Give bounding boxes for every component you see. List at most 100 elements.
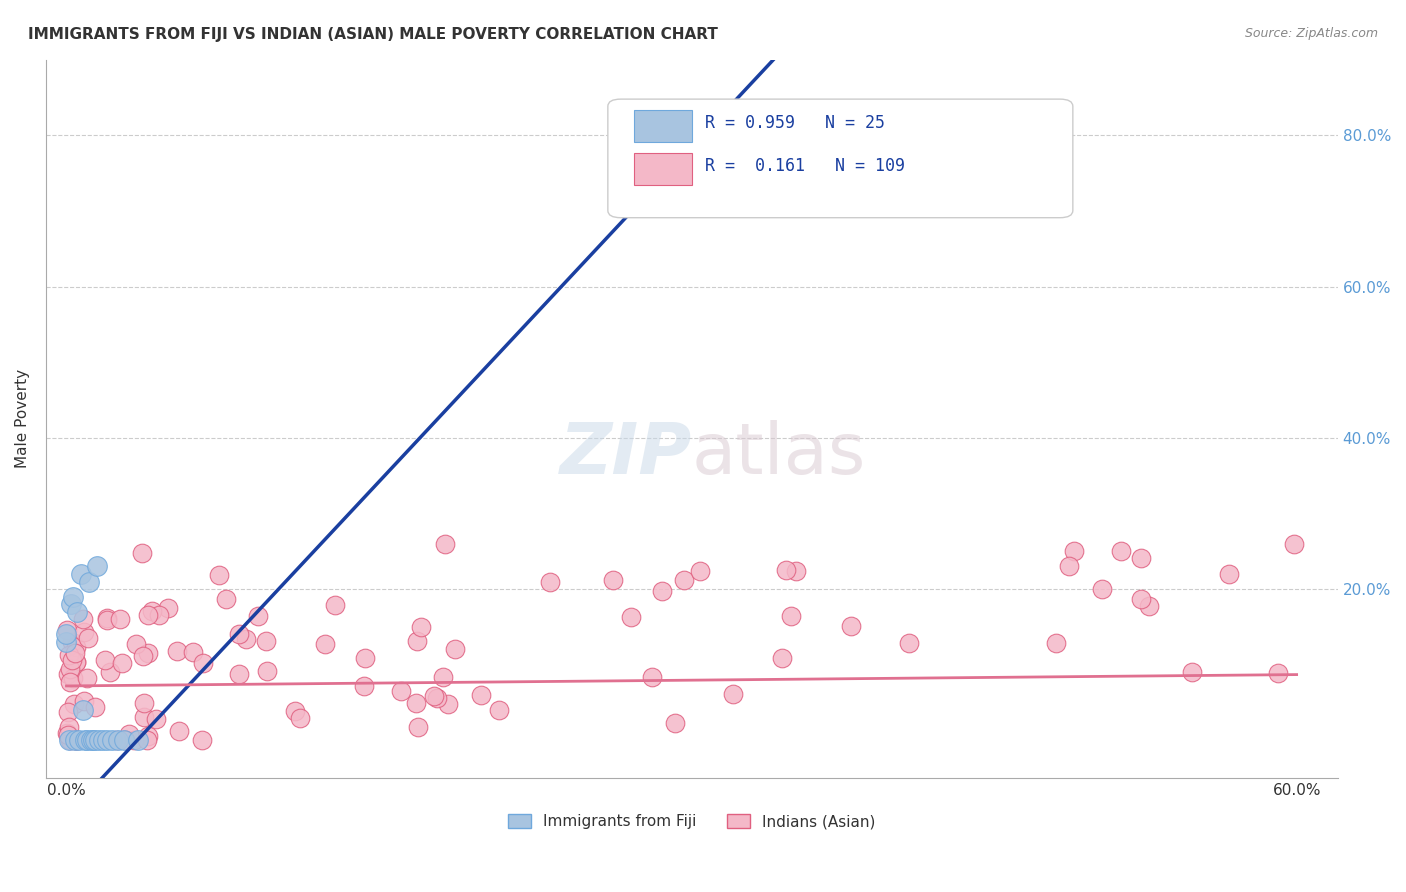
Indians (Asian) bbox=[389, 683, 412, 698]
Indians (Asian) bbox=[1129, 592, 1152, 607]
Indians (Asian) bbox=[58, 648, 80, 663]
Immigrants from Fiji bbox=[76, 733, 98, 747]
Indians (Asian) bbox=[62, 671, 84, 685]
Indians (Asian) bbox=[76, 631, 98, 645]
Indians (Asian) bbox=[256, 664, 278, 678]
Indians (Asian) bbox=[65, 640, 87, 654]
Indians (Asian) bbox=[58, 666, 80, 681]
Indians (Asian) bbox=[145, 712, 167, 726]
Indians (Asian) bbox=[1057, 558, 1080, 573]
Indians (Asian) bbox=[72, 625, 94, 640]
Text: R =  0.161   N = 109: R = 0.161 N = 109 bbox=[704, 157, 904, 175]
Indians (Asian) bbox=[56, 726, 79, 740]
Indians (Asian) bbox=[433, 537, 456, 551]
Indians (Asian) bbox=[96, 611, 118, 625]
Indians (Asian) bbox=[136, 608, 159, 623]
Indians (Asian) bbox=[59, 674, 82, 689]
Immigrants from Fiji bbox=[671, 151, 693, 165]
Y-axis label: Male Poverty: Male Poverty bbox=[15, 369, 30, 468]
Indians (Asian) bbox=[60, 653, 83, 667]
Indians (Asian) bbox=[148, 607, 170, 622]
Indians (Asian) bbox=[444, 642, 467, 657]
Immigrants from Fiji bbox=[86, 559, 108, 574]
Indians (Asian) bbox=[141, 604, 163, 618]
Indians (Asian) bbox=[66, 733, 89, 747]
Indians (Asian) bbox=[166, 644, 188, 658]
FancyBboxPatch shape bbox=[607, 99, 1073, 218]
Indians (Asian) bbox=[470, 688, 492, 702]
Indians (Asian) bbox=[405, 696, 427, 710]
Text: Source: ZipAtlas.com: Source: ZipAtlas.com bbox=[1244, 27, 1378, 40]
Indians (Asian) bbox=[76, 671, 98, 685]
Indians (Asian) bbox=[228, 627, 250, 641]
Indians (Asian) bbox=[409, 619, 432, 633]
Immigrants from Fiji bbox=[107, 733, 129, 747]
Indians (Asian) bbox=[136, 646, 159, 660]
Indians (Asian) bbox=[1091, 582, 1114, 596]
Indians (Asian) bbox=[58, 720, 80, 734]
Indians (Asian) bbox=[1130, 550, 1153, 565]
Indians (Asian) bbox=[841, 619, 863, 633]
Indians (Asian) bbox=[59, 733, 82, 747]
Indians (Asian) bbox=[156, 601, 179, 615]
Immigrants from Fiji bbox=[112, 733, 135, 747]
Indians (Asian) bbox=[1282, 537, 1305, 551]
Immigrants from Fiji bbox=[58, 733, 80, 747]
Indians (Asian) bbox=[63, 646, 86, 660]
Indians (Asian) bbox=[353, 680, 375, 694]
Indians (Asian) bbox=[110, 612, 132, 626]
Indians (Asian) bbox=[131, 546, 153, 560]
Indians (Asian) bbox=[1218, 566, 1240, 581]
Immigrants from Fiji bbox=[93, 733, 115, 747]
Indians (Asian) bbox=[111, 657, 134, 671]
Indians (Asian) bbox=[1137, 599, 1160, 613]
Indians (Asian) bbox=[235, 632, 257, 646]
Indians (Asian) bbox=[785, 564, 807, 578]
Immigrants from Fiji bbox=[77, 574, 100, 589]
Indians (Asian) bbox=[673, 573, 696, 587]
Indians (Asian) bbox=[131, 649, 153, 664]
Indians (Asian) bbox=[114, 733, 136, 747]
Indians (Asian) bbox=[1111, 544, 1133, 558]
Indians (Asian) bbox=[775, 563, 797, 577]
Immigrants from Fiji bbox=[55, 635, 77, 649]
Indians (Asian) bbox=[59, 662, 82, 676]
Indians (Asian) bbox=[538, 574, 561, 589]
Indians (Asian) bbox=[181, 645, 204, 659]
Immigrants from Fiji bbox=[89, 733, 111, 747]
Indians (Asian) bbox=[72, 612, 94, 626]
Indians (Asian) bbox=[779, 609, 801, 624]
Indians (Asian) bbox=[641, 670, 664, 684]
Text: R = 0.959   N = 25: R = 0.959 N = 25 bbox=[704, 114, 884, 132]
Indians (Asian) bbox=[284, 704, 307, 718]
Indians (Asian) bbox=[602, 573, 624, 587]
Text: atlas: atlas bbox=[692, 420, 866, 490]
Indians (Asian) bbox=[664, 716, 686, 731]
Indians (Asian) bbox=[65, 733, 87, 747]
Indians (Asian) bbox=[56, 624, 79, 638]
Indians (Asian) bbox=[488, 702, 510, 716]
Indians (Asian) bbox=[1045, 636, 1067, 650]
Immigrants from Fiji bbox=[67, 733, 90, 747]
Legend: Immigrants from Fiji, Indians (Asian): Immigrants from Fiji, Indians (Asian) bbox=[502, 808, 882, 835]
Indians (Asian) bbox=[323, 598, 346, 612]
Indians (Asian) bbox=[215, 591, 238, 606]
Immigrants from Fiji bbox=[100, 733, 122, 747]
Indians (Asian) bbox=[207, 568, 229, 582]
Immigrants from Fiji bbox=[62, 590, 84, 604]
Indians (Asian) bbox=[167, 723, 190, 738]
Immigrants from Fiji bbox=[66, 605, 89, 619]
Indians (Asian) bbox=[60, 634, 83, 648]
Indians (Asian) bbox=[620, 610, 643, 624]
Indians (Asian) bbox=[406, 720, 429, 734]
Indians (Asian) bbox=[94, 653, 117, 667]
Immigrants from Fiji bbox=[96, 733, 118, 747]
Immigrants from Fiji bbox=[63, 733, 86, 747]
Indians (Asian) bbox=[314, 637, 336, 651]
Indians (Asian) bbox=[1063, 544, 1085, 558]
Indians (Asian) bbox=[770, 651, 793, 665]
Immigrants from Fiji bbox=[59, 597, 82, 611]
Indians (Asian) bbox=[247, 609, 270, 624]
Indians (Asian) bbox=[191, 733, 214, 747]
Indians (Asian) bbox=[651, 584, 673, 599]
